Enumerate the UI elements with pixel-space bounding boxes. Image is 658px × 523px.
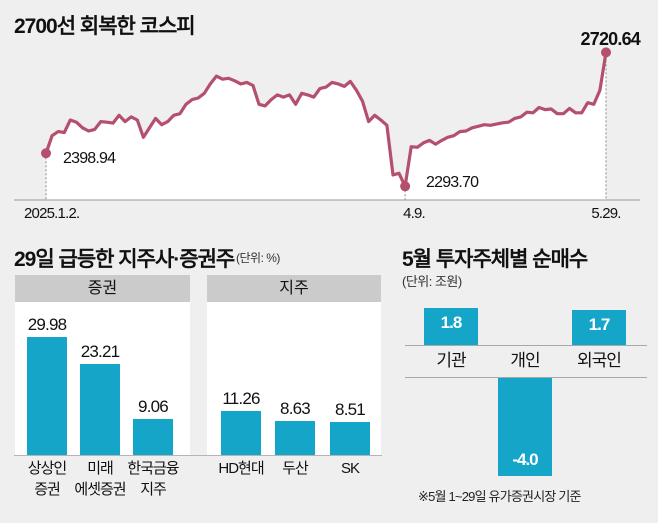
stocks-baseline — [14, 455, 382, 456]
bar-지주-2 — [330, 421, 370, 455]
investor-unit-label: (단위: 조원) — [402, 274, 462, 289]
bar-value-label: 11.26 — [222, 388, 260, 408]
bar-증권-1 — [80, 363, 120, 455]
bar-value-label: 9.06 — [138, 397, 169, 417]
investor-bar-2 — [572, 310, 626, 345]
investor-footnote: ※5월 1~29일 유가증권시장 기준 — [418, 489, 581, 504]
investor-value-label: -4.0 — [512, 450, 538, 469]
investor-bottom-baseline — [405, 377, 647, 378]
bar-value-label: 8.63 — [280, 399, 311, 419]
stocks-chart-title: 29일 급등한 지주사·증권주 — [14, 248, 235, 271]
category-label: 두산 — [282, 460, 309, 477]
bar-지주-1 — [275, 421, 315, 455]
investor-category-label: 기관 — [436, 351, 466, 370]
bar-증권-2 — [133, 419, 173, 455]
category-label: 한국금융 지주 — [127, 460, 179, 498]
investor-bar-0 — [424, 308, 478, 345]
kospi-line-chart: 2398.94 2293.70 2720.64 2025.1.2. 4.9. 5… — [14, 29, 642, 222]
annotation-low-value: 2293.70 — [426, 174, 479, 191]
bar-증권-0 — [27, 337, 67, 455]
x-tick-label-low: 4.9. — [403, 205, 425, 222]
data-point-end — [601, 47, 611, 58]
kospi-series-line — [44, 50, 608, 188]
stocks-unit-label: (단위: %) — [236, 251, 280, 265]
panel-header-securities: 증권 — [15, 275, 190, 302]
investor-category-label: 개인 — [510, 351, 540, 370]
annotation-end-value: 2720.64 — [581, 29, 641, 49]
x-tick-label-end: 5.29. — [591, 205, 620, 222]
panel-header-holding: 지주 — [207, 275, 381, 302]
data-point-low — [400, 181, 411, 192]
annotation-start-value: 2398.94 — [63, 150, 116, 167]
category-label: HD현대 — [218, 460, 264, 477]
investor-bar-1 — [498, 378, 552, 476]
category-label: 미래 에셋증권 — [74, 460, 126, 498]
kospi-chart-title: 2700선 회복한 코스피 — [14, 15, 196, 38]
investor-chart-title: 5월 투자주체별 순매수 — [402, 248, 588, 271]
investor-top-baseline — [405, 345, 647, 346]
category-label: 상상인 증권 — [27, 460, 67, 498]
kospi-area-fill — [46, 52, 606, 200]
bar-지주-0 — [221, 410, 261, 455]
investor-value-label: 1.8 — [440, 313, 463, 332]
bar-value-label: 23.21 — [80, 341, 120, 361]
data-point-start — [41, 148, 51, 159]
bar-value-label: 29.98 — [27, 315, 67, 335]
investor-category-label: 외국인 — [577, 351, 622, 370]
investor-value-label: 1.7 — [588, 315, 611, 335]
bar-value-label: 8.51 — [335, 399, 366, 419]
x-tick-label-start: 2025.1.2. — [24, 205, 79, 222]
category-label: SK — [340, 460, 360, 477]
